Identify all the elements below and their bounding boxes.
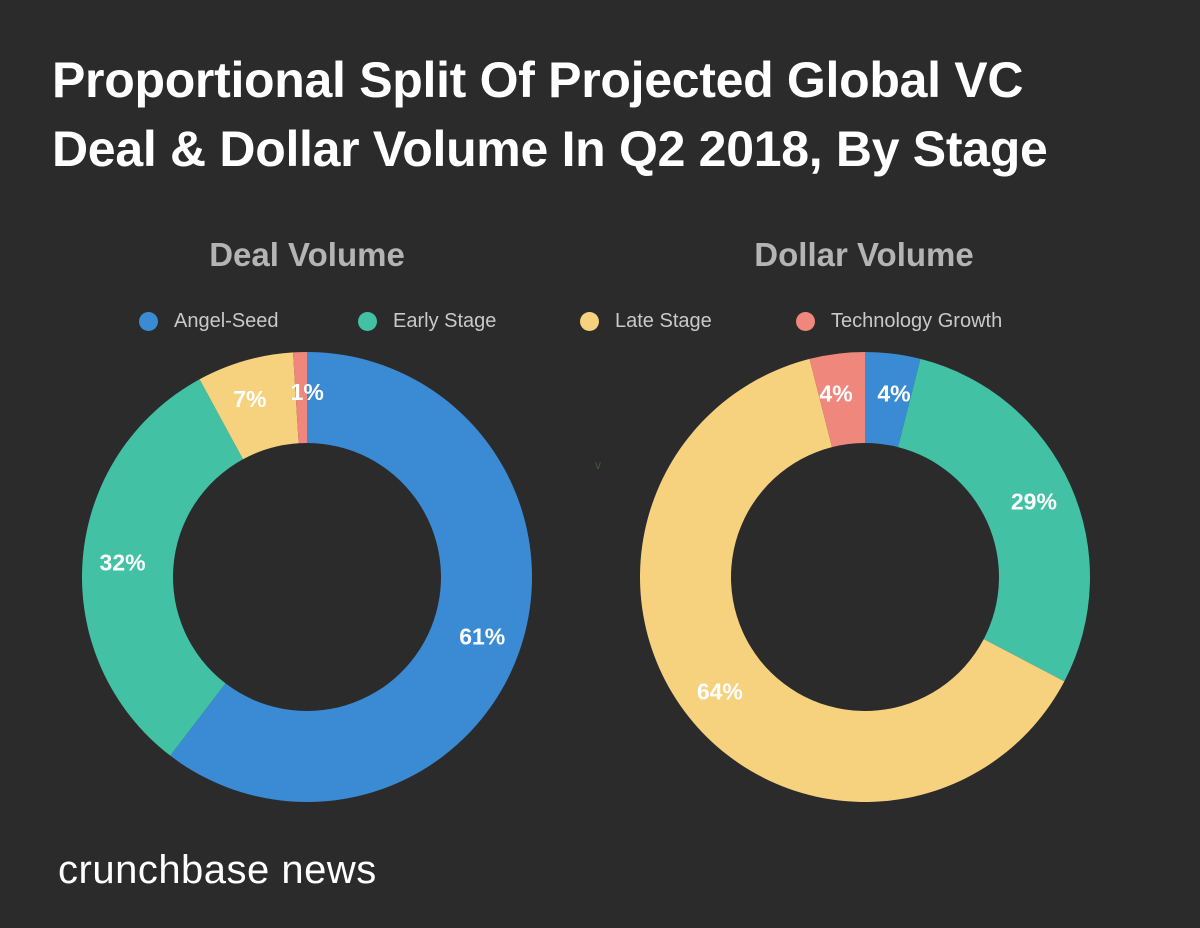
dollar-volume-title: Dollar Volume [754, 236, 974, 273]
dollar-label-early-stage: 29% [1011, 489, 1057, 515]
legend-label-late-stage: Late Stage [615, 309, 712, 332]
crunchbase-news-logo: crunchbase news [58, 848, 377, 892]
dollar-slice-angel-seed [865, 352, 921, 448]
dollar-slice-late-stage [639, 358, 1065, 803]
deal-slice-technology-growth [293, 352, 307, 444]
dollar-slice-early-stage [898, 358, 1090, 682]
deal-label-angel-seed: 61% [459, 623, 505, 649]
deal-label-late-stage: 7% [233, 386, 266, 412]
deal-slice-late-stage [199, 352, 299, 460]
deal-slice-angel-seed [170, 352, 533, 802]
chart-title: Proportional Split Of Projected Global V… [52, 46, 1172, 184]
legend-label-technology-growth: Technology Growth [831, 309, 1003, 332]
legend-label-early-stage: Early Stage [393, 309, 497, 332]
legend-item-late-stage: Late Stage [580, 305, 712, 337]
chart-title-line-2: Deal & Dollar Volume In Q2 2018, By Stag… [52, 121, 1048, 177]
deal-volume-title: Deal Volume [209, 236, 405, 273]
dollar-label-late-stage: 64% [697, 679, 743, 705]
dollar-label-technology-growth: 4% [819, 380, 852, 406]
legend-label-angel-seed: Angel-Seed [174, 309, 279, 332]
legend-item-angel-seed: Angel-Seed [139, 305, 279, 337]
legend-item-early-stage: Early Stage [358, 305, 496, 337]
legend: Angel-Seed Early Stage Late Stage Techno… [0, 305, 1200, 337]
legend-swatch-late-stage [580, 311, 599, 331]
deal-label-early-stage: 32% [100, 550, 146, 576]
dollar-volume-donut: 4% 29% 64% 4% [639, 352, 1090, 803]
chart-title-line-1: Proportional Split Of Projected Global V… [52, 52, 1024, 108]
dollar-label-angel-seed: 4% [877, 380, 910, 406]
deal-label-technology-growth: 1% [291, 379, 324, 405]
deal-volume-donut: 61% 32% 7% 1% [81, 352, 533, 802]
legend-swatch-technology-growth [796, 311, 815, 331]
deal-slice-early-stage [81, 379, 244, 756]
legend-swatch-early-stage [358, 311, 377, 331]
legend-item-technology-growth: Technology Growth [796, 305, 1002, 337]
dollar-slice-technology-growth [809, 352, 865, 448]
legend-swatch-angel-seed [139, 311, 158, 331]
stray-mark: v [595, 458, 601, 472]
